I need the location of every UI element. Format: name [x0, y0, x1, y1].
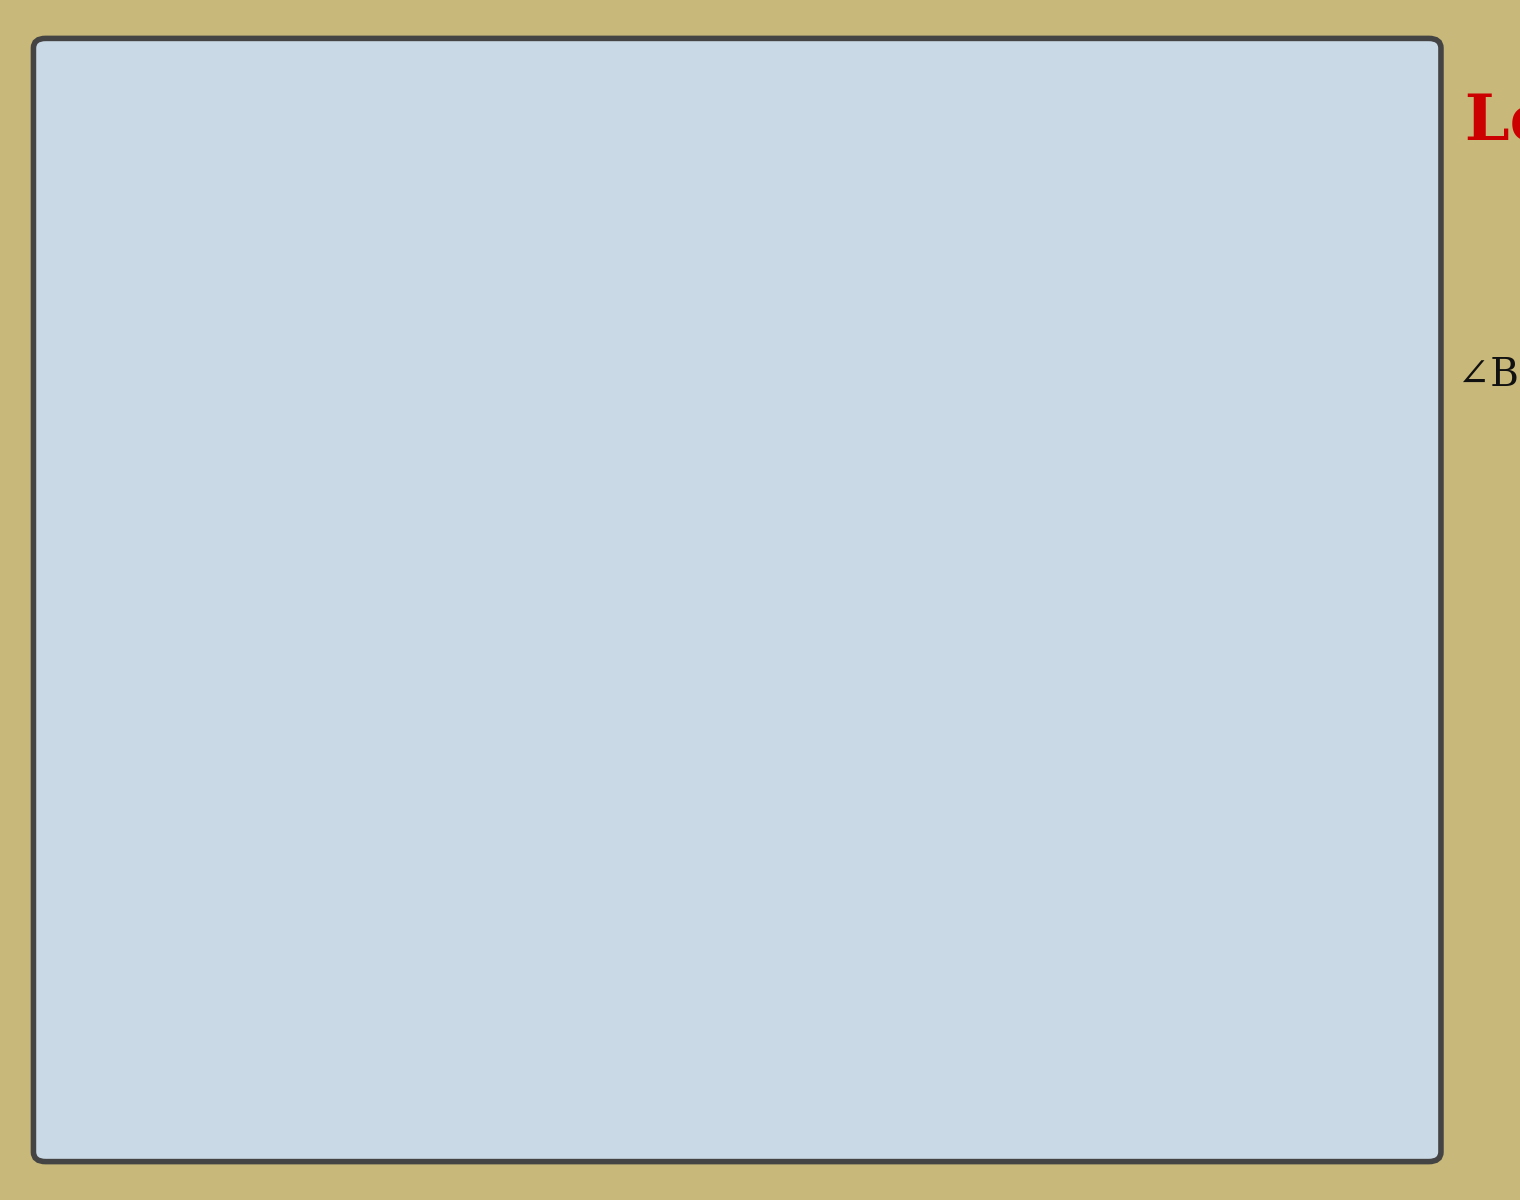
Text: B = 17: B = 17 — [537, 821, 661, 854]
Text: of the Hypotenuse and a leg.: of the Hypotenuse and a leg. — [116, 224, 1142, 287]
Text: A: A — [910, 766, 938, 799]
Text: B: B — [286, 422, 316, 456]
Text: and a. Express your answers up to two decimal places.: and a. Express your answers up to two de… — [116, 456, 1196, 494]
Text: a: a — [242, 616, 264, 650]
Bar — [322, 752, 353, 776]
Text: C = 23: C = 23 — [632, 572, 760, 606]
Text: C: C — [260, 782, 289, 816]
Text: 1.  Triangle BCA is right-angled at C. If c = 23 and b = 17, find ∠A, ∠B: 1. Triangle BCA is right-angled at C. If… — [116, 358, 1518, 395]
Text: C. Solving a Right Triangle Given the Length: C. Solving a Right Triangle Given the Le… — [116, 92, 1520, 154]
